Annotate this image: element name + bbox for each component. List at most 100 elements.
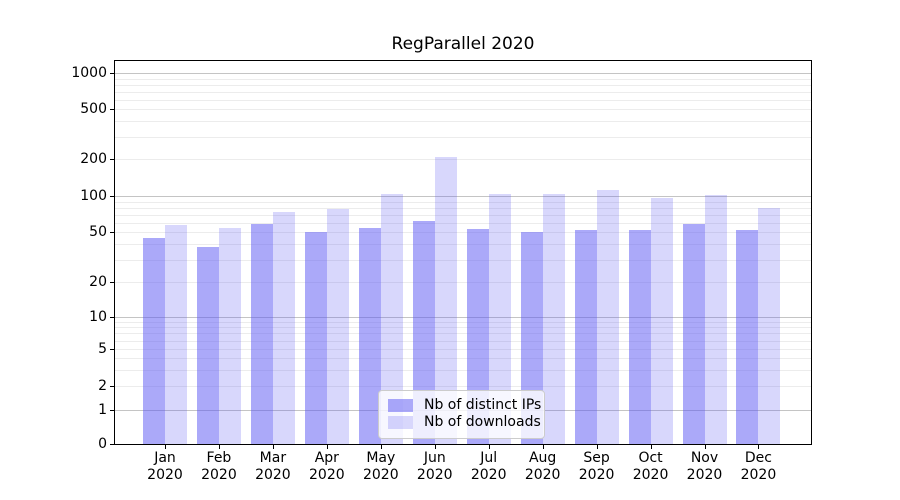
y-tick-label-10: 10 [89,309,107,325]
gridline-minor-60 [115,222,811,224]
y-tick-500 [110,109,114,111]
gridline-major-10 [115,317,811,318]
gridline-minor-50 [115,232,811,234]
x-tick-month: Oct [638,450,663,466]
gridline-minor-30 [115,259,811,261]
bar-downloads-mar [272,211,295,444]
x-tick-year: 2020 [740,467,777,483]
legend-item-downloads: Nb of downloads [388,414,541,431]
bar-ips-jan [143,238,165,444]
gridline-minor-9 [115,321,811,323]
y-tick-50 [110,232,114,234]
legend-item-distinct-ips: Nb of distinct IPs [388,397,541,414]
x-tick-label-sep: Sep 2020 [567,450,627,484]
gridline-minor-40 [115,244,811,246]
x-tick-year: 2020 [524,467,561,483]
x-tick-aug [542,445,544,449]
x-tick-label-jun: Jun 2020 [405,450,465,484]
gridline-minor-8 [115,327,811,329]
plot-area: Nb of distinct IPs Nb of downloads [114,60,812,445]
bar-ips-apr [304,232,327,444]
x-tick-month: Sep [583,450,610,466]
gridline-major-1000 [115,73,811,74]
x-tick-month: May [366,450,396,466]
x-tick-feb [218,445,220,449]
x-tick-label-feb: Feb 2020 [189,450,249,484]
gridline-minor-20 [115,281,811,283]
y-tick-0 [110,443,114,445]
y-tick-label-200: 200 [80,150,107,167]
x-tick-year: 2020 [416,467,453,483]
x-tick-month: Dec [744,450,772,466]
bar-downloads-nov [704,194,727,444]
y-tick-10 [110,317,114,318]
x-tick-month: Feb [206,450,232,466]
x-tick-month: Nov [690,450,719,466]
x-tick-label-nov: Nov 2020 [675,450,735,484]
x-tick-jun [434,445,436,449]
y-tick-label-5: 5 [98,341,107,357]
bar-downloads-apr [326,209,349,444]
x-tick-month: Jul [480,450,498,466]
gridline-minor-500 [115,109,811,111]
gridline-minor-300 [115,136,811,138]
gridline-minor-600 [115,99,811,101]
bar-ips-dec [736,230,759,444]
y-tick-label-1: 1 [98,402,107,418]
legend-label-downloads: Nb of downloads [424,414,541,430]
chart-title: RegParallel 2020 [391,34,535,54]
x-tick-jan [165,445,166,449]
x-tick-year: 2020 [309,467,345,483]
x-tick-month: Apr [314,450,339,466]
x-tick-year: 2020 [632,467,669,483]
x-tick-oct [650,445,652,449]
bar-layer [115,61,811,444]
x-tick-year: 2020 [686,467,723,483]
y-tick-label-20: 20 [89,273,107,290]
x-tick-apr [326,445,328,449]
gridline-minor-700 [115,91,811,93]
gridline-major-100 [115,196,811,198]
bar-ips-feb [196,247,219,444]
x-tick-label-apr: Apr 2020 [297,450,357,484]
y-tick-100 [110,196,114,198]
bar-downloads-may [380,193,403,444]
y-tick-20 [110,281,114,283]
x-tick-dec [758,445,760,449]
gridline-minor-4 [115,358,811,359]
bar-downloads-dec [758,207,781,444]
x-tick-year: 2020 [362,467,399,483]
gridline-minor-90 [115,201,811,203]
gridline-minor-900 [115,78,811,80]
gridline-minor-5 [115,349,811,350]
x-tick-year: 2020 [147,467,183,483]
grid-layer [115,61,811,444]
x-tick-year: 2020 [470,467,507,483]
gridline-minor-400 [115,121,811,123]
y-tick-2 [110,386,114,387]
x-tick-label-jan: Jan 2020 [135,450,195,484]
y-tick-label-0: 0 [98,435,107,452]
bar-ips-mar [250,223,273,444]
x-tick-month: Jun [423,450,446,466]
legend-label-distinct-ips: Nb of distinct IPs [424,397,542,413]
bar-downloads-sep [596,189,619,444]
y-tick-label-100: 100 [80,188,107,205]
y-tick-label-1000: 1000 [71,65,107,81]
gridline-minor-7 [115,333,811,335]
gridline-minor-200 [115,158,811,160]
gridline-minor-80 [115,207,811,209]
x-tick-label-may: May 2020 [351,450,411,484]
y-tick-label-2: 2 [98,378,107,394]
gridline-minor-6 [115,340,811,342]
legend-swatch-downloads [388,416,413,429]
gridline-minor-2 [115,386,811,387]
x-tick-may [380,445,382,449]
x-tick-label-aug: Aug 2020 [513,450,573,484]
bar-downloads-jul [488,193,511,444]
gridline-minor-3 [115,369,811,371]
x-tick-mar [272,445,274,449]
bar-downloads-jan [165,224,187,444]
x-tick-nov [704,445,706,449]
